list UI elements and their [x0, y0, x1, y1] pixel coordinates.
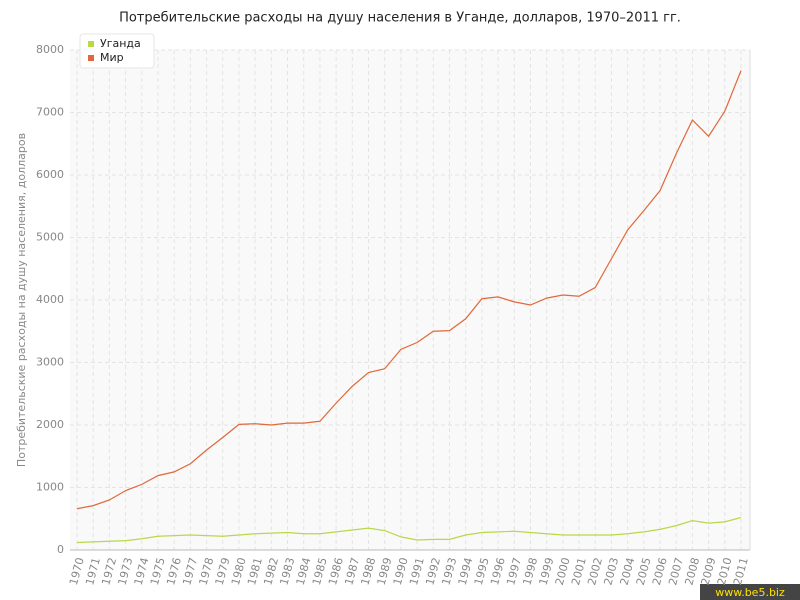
- watermark: www.be5.biz: [715, 586, 785, 599]
- y-tick-label: 7000: [36, 106, 64, 119]
- legend-swatch: [88, 55, 94, 61]
- y-tick-label: 8000: [36, 43, 64, 56]
- y-tick-label: 3000: [36, 356, 64, 369]
- y-tick-label: 5000: [36, 231, 64, 244]
- legend-label: Мир: [100, 51, 124, 64]
- legend-label: Уганда: [100, 37, 141, 50]
- legend-swatch: [88, 41, 94, 47]
- y-tick-label: 1000: [36, 481, 64, 494]
- y-tick-label: 6000: [36, 168, 64, 181]
- legend-box: [79, 33, 155, 69]
- chart-title: Потребительские расходы на душу населени…: [119, 11, 681, 26]
- y-tick-label: 0: [57, 543, 64, 556]
- series-line: [76, 516, 742, 544]
- series-line: [76, 70, 742, 510]
- watermark-bg: [700, 584, 800, 600]
- y-tick-label: 2000: [36, 418, 64, 431]
- y-axis-title: Потребительские расходы на душу населени…: [15, 133, 28, 467]
- y-tick-label: 4000: [36, 293, 64, 306]
